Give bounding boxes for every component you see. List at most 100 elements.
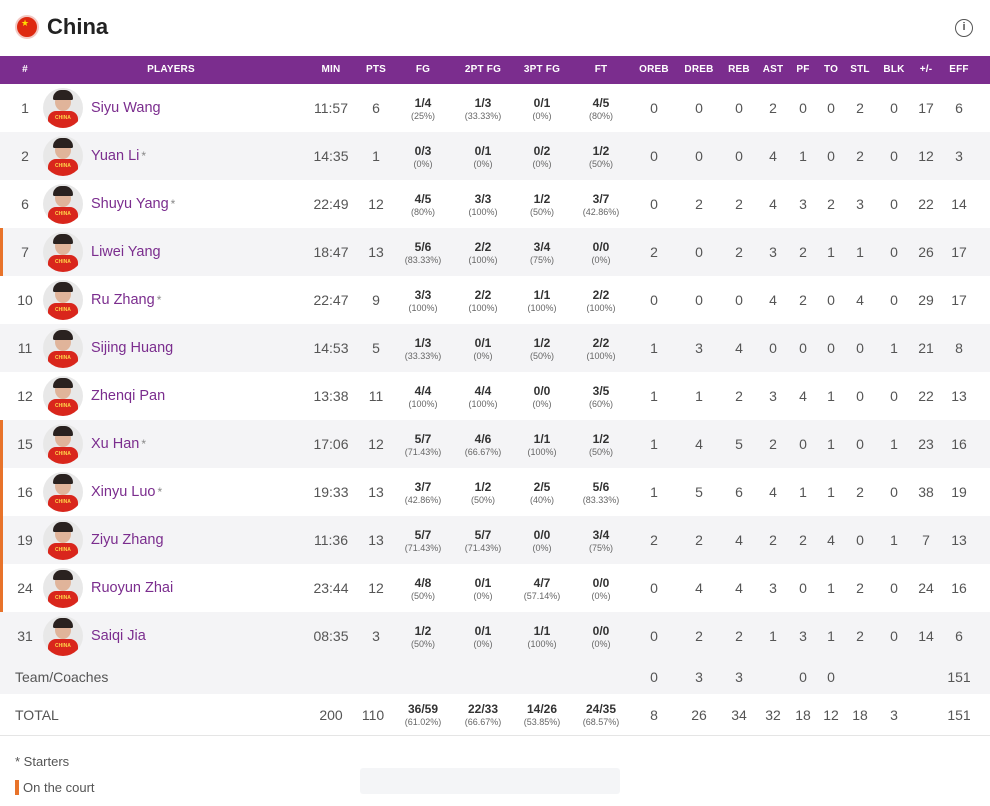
field-goals-percentage: (71.43%) <box>404 447 442 457</box>
player-row[interactable]: 11 CHINA Sijing Huang 14:53 5 1/3 (33.33%) 0/1(… <box>0 324 990 372</box>
free-throws: 3/7 (42.86%) <box>572 180 630 228</box>
stat-ast: 1 <box>769 628 777 644</box>
two-point-field-goals-percentage: (33.33%) <box>464 111 502 121</box>
stat-pm: 24 <box>918 580 934 596</box>
free-throws-percentage: (80%) <box>588 111 613 121</box>
stat-stl: 1 <box>856 244 864 260</box>
player-row[interactable]: 1 CHINA Siyu Wang 11:57 6 1/4 (25%) 1/3 (33.33%)… <box>0 84 990 132</box>
stat-dreb: 4 <box>695 580 703 596</box>
field-goals-made-attempted: 4/8 <box>414 576 432 590</box>
column-header-dreb[interactable]: DREB <box>684 64 714 75</box>
three-point-field-goals: 0/0 (0%) <box>514 516 570 564</box>
stat-dreb: 2 <box>695 532 703 548</box>
table-header: # PLAYERS MIN PTS FG 2PT FG 3PT FG FT OREB DREB RE… <box>0 56 990 84</box>
stat-to: 1 <box>827 436 835 452</box>
player-row[interactable]: 12 CHINA Zhenqi Pan 13:38 11 4/4 (100%) 4/4 (100… <box>0 372 990 420</box>
player-name-link[interactable]: Xu Han * <box>91 420 146 468</box>
field-goals-made-attempted: 4/5 <box>414 192 432 206</box>
player-name-link[interactable]: Zhenqi Pan <box>91 372 165 420</box>
player-name-link[interactable]: Liwei Yang <box>91 228 161 276</box>
column-header-blk[interactable]: BLK <box>883 64 905 75</box>
field-goals-made-attempted: 1/2 <box>414 624 432 638</box>
player-name-link[interactable]: Xinyu Luo * <box>91 468 162 516</box>
column-header-oreb[interactable]: OREB <box>639 64 669 75</box>
column-header-eff[interactable]: EFF <box>949 64 969 75</box>
column-header-reb[interactable]: REB <box>728 64 750 75</box>
three-point-field-goals-made-attempted: 1/2 <box>533 336 551 350</box>
field-goals-percentage: (42.86%) <box>404 495 442 505</box>
player-name-link[interactable]: Yuan Li * <box>91 132 146 180</box>
column-header-to[interactable]: TO <box>823 64 839 75</box>
column-header-ast[interactable]: AST <box>762 64 784 75</box>
stat-stl: 2 <box>856 100 864 116</box>
player-row[interactable]: 16 CHINA Xinyu Luo * 19:33 13 3/7 (42.86%) 1/2 (5… <box>0 468 990 516</box>
three-point-field-goals: 1/1 (100%) <box>514 276 570 324</box>
points: 6 <box>372 100 380 116</box>
two-point-field-goals: 0/1 (0%) <box>453 132 513 180</box>
field-goals: 3/7 (42.86%) <box>395 468 451 516</box>
starter-marker: * <box>157 485 163 499</box>
player-row[interactable]: 10 CHINA Ru Zhang * 22:47 9 3/3 (100%) 2/2 (100%)… <box>0 276 990 324</box>
info-icon[interactable]: i <box>955 19 973 37</box>
column-header-fg2[interactable]: 2PT FG <box>464 64 502 75</box>
total-two-point-field-goals-made-attempted: 22/33 <box>467 702 499 716</box>
stat-stl: 4 <box>856 292 864 308</box>
jersey-number: 1 <box>21 100 29 116</box>
player-row[interactable]: 31 CHINA Saiqi Jia 08:35 3 1/2 (50%) 0/1 (0%) 1/1… <box>0 612 990 660</box>
column-header-ft[interactable]: FT <box>594 64 608 75</box>
player-name-link[interactable]: Ziyu Zhang <box>91 516 164 564</box>
column-header-stl[interactable]: STL <box>850 64 870 75</box>
points: 3 <box>372 628 380 644</box>
minutes: 22:47 <box>313 292 349 308</box>
player-avatar: CHINA <box>43 568 83 608</box>
stat-reb: 5 <box>735 436 743 452</box>
player-name-link[interactable]: Siyu Wang <box>91 84 161 132</box>
two-point-field-goals: 2/2 (100%) <box>453 276 513 324</box>
stat-reb: 2 <box>735 388 743 404</box>
legend-starters: * Starters <box>15 754 70 769</box>
column-header-pf[interactable]: PF <box>796 64 810 75</box>
stat-eff: 16 <box>951 436 967 452</box>
column-header-pm[interactable]: +/- <box>919 64 933 75</box>
column-header-pts[interactable]: PTS <box>365 64 387 75</box>
two-point-field-goals: 4/4 (100%) <box>453 372 513 420</box>
total-free-throws-percentage: (68.57%) <box>582 717 620 727</box>
player-row[interactable]: 7 CHINA Liwei Yang 18:47 13 5/6 (83.33%) 2/2 (10… <box>0 228 990 276</box>
player-name-link[interactable]: Ru Zhang * <box>91 276 161 324</box>
stat-pf: 0 <box>799 580 807 596</box>
player-row[interactable]: 19 CHINA Ziyu Zhang 11:36 13 5/7 (71.43%) 5/7 (7… <box>0 516 990 564</box>
field-goals-percentage: (0%) <box>413 159 433 169</box>
player-name-link[interactable]: Ruoyun Zhai <box>91 564 173 612</box>
stat-ast: 4 <box>769 484 777 500</box>
stat-blk: 0 <box>890 292 898 308</box>
free-throws: 0/0 (0%) <box>572 564 630 612</box>
player-row[interactable]: 2 CHINA Yuan Li * 14:35 1 0/3 (0%) 0/1 (0%) 0/2 (0%… <box>0 132 990 180</box>
stat-dreb: 1 <box>695 388 703 404</box>
stat-stl: 2 <box>856 484 864 500</box>
player-name-link[interactable]: Saiqi Jia <box>91 612 146 660</box>
stat-oreb: 0 <box>650 100 658 116</box>
player-row[interactable]: 24 CHINA Ruoyun Zhai 23:44 12 4/8 (50%) 0/1 (0%)… <box>0 564 990 612</box>
free-throws-made-attempted: 1/2 <box>592 144 610 158</box>
two-point-field-goals-percentage: (100%) <box>468 399 498 409</box>
player-row[interactable]: 15 CHINA Xu Han * 17:06 12 5/7 (71.43%) 4/6 (66.6… <box>0 420 990 468</box>
stat-ast: 2 <box>769 436 777 452</box>
player-avatar: CHINA <box>43 472 83 512</box>
stat-pf: 4 <box>799 388 807 404</box>
column-header-fg3[interactable]: 3PT FG <box>523 64 561 75</box>
stat-blk: 0 <box>890 484 898 500</box>
two-point-field-goals-made-attempted: 1/2 <box>474 480 492 494</box>
free-throws: 0/0 (0%) <box>572 612 630 660</box>
player-name-link[interactable]: Sijing Huang <box>91 324 173 372</box>
total-stat-reb: 34 <box>731 707 747 723</box>
player-row[interactable]: 6 CHINA Shuyu Yang * 22:49 12 4/5 (80%) 3/3 (100%… <box>0 180 990 228</box>
column-header-num[interactable]: # <box>22 64 28 75</box>
column-header-fg[interactable]: FG <box>415 64 431 75</box>
three-point-field-goals-percentage: (75%) <box>529 255 554 265</box>
column-header-players[interactable]: PLAYERS <box>147 64 195 75</box>
points: 12 <box>368 580 384 596</box>
stat-pm: 22 <box>918 196 934 212</box>
player-name-link[interactable]: Shuyu Yang * <box>91 180 175 228</box>
column-header-min[interactable]: MIN <box>321 64 341 75</box>
stat-blk: 1 <box>890 532 898 548</box>
